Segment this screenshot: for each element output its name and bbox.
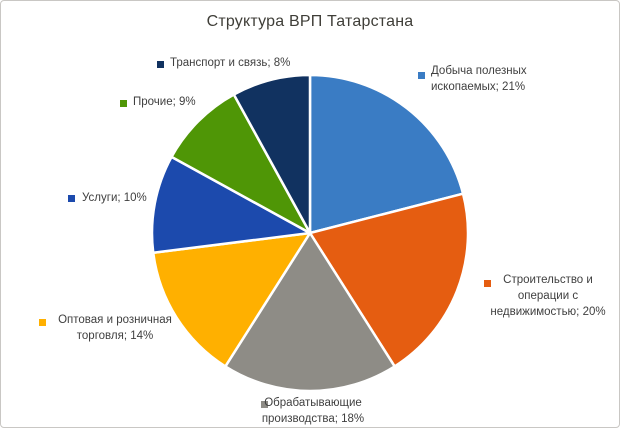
legend-key-mining xyxy=(418,72,425,79)
legend-key-trade xyxy=(39,319,46,326)
data-label-construction: Строительство и операции с недвижимостью… xyxy=(490,274,606,318)
legend-key-services xyxy=(68,195,75,202)
pie-slice-3 xyxy=(152,231,312,368)
pie-slice-0 xyxy=(308,73,465,235)
legend-key-other xyxy=(120,100,127,107)
data-label-manufacturing: Обрабатывающие производства; 18% xyxy=(261,397,365,425)
pie-slice-4 xyxy=(150,155,312,255)
pie-slice-2 xyxy=(224,231,396,393)
data-label-other: Прочие; 9% xyxy=(133,96,196,108)
data-label-trade: Оптовая и розничная торговля; 14% xyxy=(58,314,172,342)
legend-key-construction xyxy=(484,280,491,287)
chart-title: Структура ВРП Татарстана xyxy=(206,13,414,30)
legend-key-manufacturing xyxy=(261,401,268,408)
data-label-mining: Добыча полезных ископаемых; 21% xyxy=(431,65,527,93)
pie-slice-6 xyxy=(232,73,312,235)
data-label-services: Услуги; 10% xyxy=(82,192,147,204)
pie-slice-5 xyxy=(170,93,312,235)
data-label-transport: Транспорт и связь; 8% xyxy=(170,57,291,69)
pie-slice-1 xyxy=(308,192,470,368)
legend-key-transport xyxy=(157,61,164,68)
